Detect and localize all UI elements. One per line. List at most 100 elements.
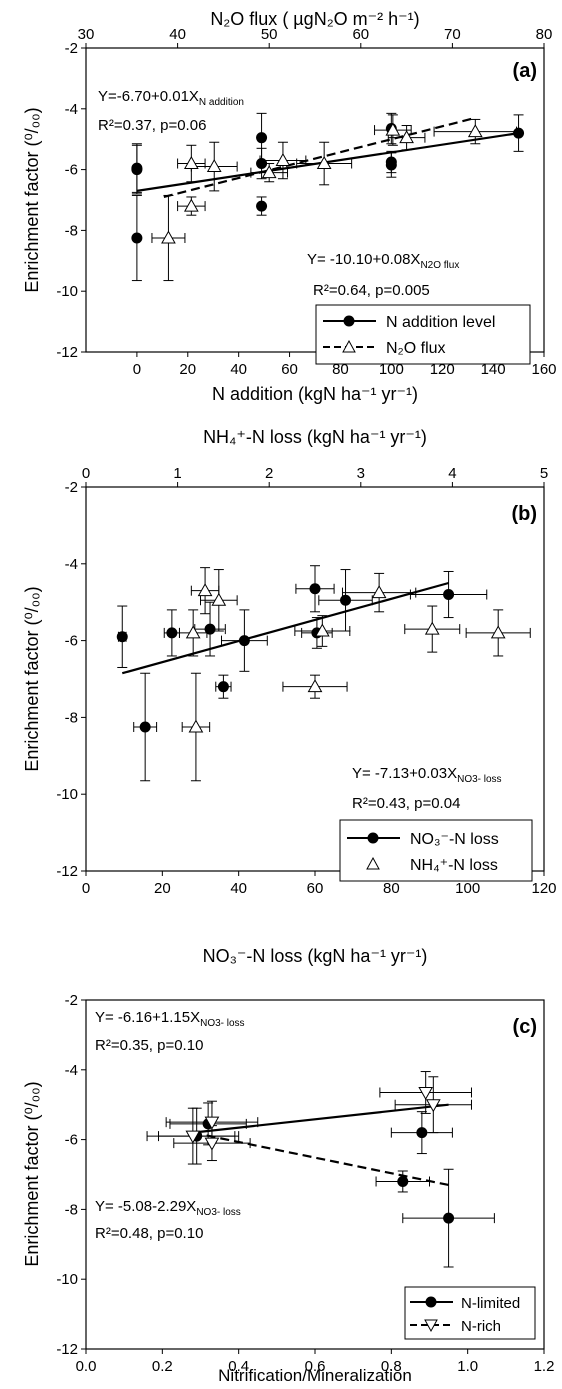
panel-b-frame bbox=[85, 486, 545, 872]
x-tick-label-bottom: 0 bbox=[82, 880, 90, 897]
fit-line bbox=[121, 581, 449, 675]
data-point-triangle bbox=[211, 592, 227, 606]
panel-a-top-xlabel: N₂O flux ( µgN₂O m⁻² h⁻¹) bbox=[210, 9, 419, 29]
data-point-triangle bbox=[316, 156, 332, 170]
x-tick-label-bottom: 1.0 bbox=[457, 1358, 478, 1375]
data-point-circle bbox=[443, 589, 455, 601]
y-tick-label: -10 bbox=[56, 1271, 78, 1288]
data-point-triangle bbox=[185, 625, 201, 639]
x-tick-label-bottom: 0.2 bbox=[152, 1358, 173, 1375]
panel-a-ylabel: Enrichment factor (⁰/₀₀) bbox=[22, 107, 42, 292]
legend-label-2: NH₄⁺-N loss bbox=[410, 857, 498, 874]
panel-b-annotation-1: Y= -7.13+0.03XNO3- loss bbox=[352, 765, 502, 785]
panel-c-top-xlabel: NO₃⁻-N loss (kgN ha⁻¹ yr⁻¹) bbox=[203, 946, 428, 966]
y-tick-label: -6 bbox=[65, 162, 78, 179]
x-tick-label-bottom: 0.8 bbox=[381, 1358, 402, 1375]
x-tick-label-bottom: 100 bbox=[455, 880, 480, 897]
data-point-triangle-down bbox=[425, 1099, 441, 1113]
legend-marker-circle bbox=[343, 315, 355, 327]
panel-c-legend: N-limited N-rich bbox=[404, 1286, 536, 1340]
fit-line bbox=[192, 1131, 449, 1187]
panel-a-annotation-2: R²=0.37, p=0.06 bbox=[98, 117, 206, 134]
x-tick-label-bottom: 160 bbox=[531, 361, 556, 378]
legend-marker-triangle bbox=[366, 856, 380, 870]
x-tick-label-bottom: 120 bbox=[531, 880, 556, 897]
y-tick-label: -2 bbox=[65, 40, 78, 57]
annotation-sub: N addition bbox=[199, 97, 244, 108]
legend-marker-circle bbox=[367, 832, 379, 844]
x-tick-label-bottom: 100 bbox=[379, 361, 404, 378]
data-point-triangle-down bbox=[185, 1130, 201, 1144]
fit-line bbox=[192, 1103, 449, 1134]
x-tick-label-top: 1 bbox=[173, 465, 181, 482]
x-tick-label-top: 40 bbox=[169, 26, 186, 43]
data-point-circle bbox=[131, 232, 143, 244]
y-tick-label: -2 bbox=[65, 992, 78, 1009]
data-point-triangle bbox=[385, 122, 401, 136]
legend-marker-circle bbox=[425, 1296, 437, 1308]
y-tick-label: -10 bbox=[56, 786, 78, 803]
data-point-circle bbox=[385, 159, 397, 171]
y-tick-label: -6 bbox=[65, 633, 78, 650]
legend-label-2: N-rich bbox=[461, 1318, 501, 1335]
y-tick-label: -4 bbox=[65, 1062, 78, 1079]
legend-label-2: N₂O flux bbox=[386, 340, 446, 357]
data-point-triangle bbox=[371, 585, 387, 599]
data-point-triangle-down bbox=[418, 1086, 434, 1101]
data-point-triangle bbox=[161, 230, 176, 244]
y-tick-label: -6 bbox=[65, 1132, 78, 1149]
y-tick-label: -8 bbox=[65, 222, 78, 239]
x-tick-label-top: 4 bbox=[448, 465, 456, 482]
data-point-circle bbox=[139, 721, 151, 733]
x-tick-label-bottom: 1.2 bbox=[534, 1358, 555, 1375]
y-tick-label: -4 bbox=[65, 101, 78, 118]
panel-a-legend: N addition level N₂O flux bbox=[315, 304, 531, 365]
legend-label-1: NO₃⁻-N loss bbox=[410, 831, 499, 848]
data-point-circle bbox=[397, 1175, 409, 1187]
x-tick-label-bottom: 20 bbox=[154, 880, 171, 897]
data-point-circle bbox=[443, 1212, 455, 1224]
panel-c-bottom-xlabel: Nitrification/Mineralization bbox=[218, 1366, 412, 1385]
panel-c-annotation-4: R²=0.48, p=0.10 bbox=[95, 1225, 203, 1242]
data-point-triangle bbox=[275, 152, 291, 166]
panel-a-label: (a) bbox=[513, 60, 537, 82]
legend-box bbox=[404, 1286, 536, 1340]
y-tick-label: -12 bbox=[56, 863, 78, 880]
panel-c-annotation-2: R²=0.35, p=0.10 bbox=[95, 1037, 203, 1054]
panel-c-annotation-1: Y= -6.16+1.15XNO3- loss bbox=[95, 1009, 245, 1029]
panel-b-annotation-2: R²=0.43, p=0.04 bbox=[352, 795, 460, 812]
panel-a-annotation-4: R²=0.64, p=0.005 bbox=[313, 282, 430, 299]
panel-c-label: (c) bbox=[513, 1016, 537, 1038]
legend-marker-triangle bbox=[342, 339, 356, 353]
x-tick-label-bottom: 40 bbox=[230, 361, 247, 378]
fit-line bbox=[163, 116, 476, 199]
legend-marker-triangle-down bbox=[424, 1319, 438, 1333]
y-tick-label: -8 bbox=[65, 1201, 78, 1218]
x-tick-label-bottom: 0 bbox=[133, 361, 141, 378]
y-tick-label: -12 bbox=[56, 344, 78, 361]
data-point-circle bbox=[238, 635, 250, 647]
panel-c-ylabel: Enrichment factor (⁰/₀₀) bbox=[22, 1081, 42, 1266]
panel-b-top-xlabel: NH₄⁺-N loss (kgN ha⁻¹ yr⁻¹) bbox=[203, 427, 427, 447]
data-point-triangle bbox=[307, 679, 323, 693]
y-tick-label: -10 bbox=[56, 283, 78, 300]
annotation-main: Y= -10.10+0.08X bbox=[307, 251, 420, 268]
data-point-circle bbox=[256, 200, 268, 212]
x-tick-label-top: 30 bbox=[78, 26, 95, 43]
data-point-triangle bbox=[183, 156, 199, 170]
y-tick-label: -2 bbox=[65, 479, 78, 496]
annotation-main: Y=-6.70+0.01X bbox=[98, 88, 199, 105]
legend-box bbox=[315, 304, 531, 365]
data-point-triangle bbox=[188, 719, 204, 733]
x-tick-label-bottom: 60 bbox=[307, 880, 324, 897]
x-tick-label-top: 3 bbox=[357, 465, 365, 482]
data-point-triangle-down bbox=[204, 1116, 220, 1130]
fit-line bbox=[136, 132, 519, 192]
data-point-triangle bbox=[197, 583, 213, 597]
data-point-circle bbox=[513, 127, 525, 139]
x-tick-label-top: 60 bbox=[352, 26, 369, 43]
x-tick-label-bottom: 60 bbox=[281, 361, 298, 378]
